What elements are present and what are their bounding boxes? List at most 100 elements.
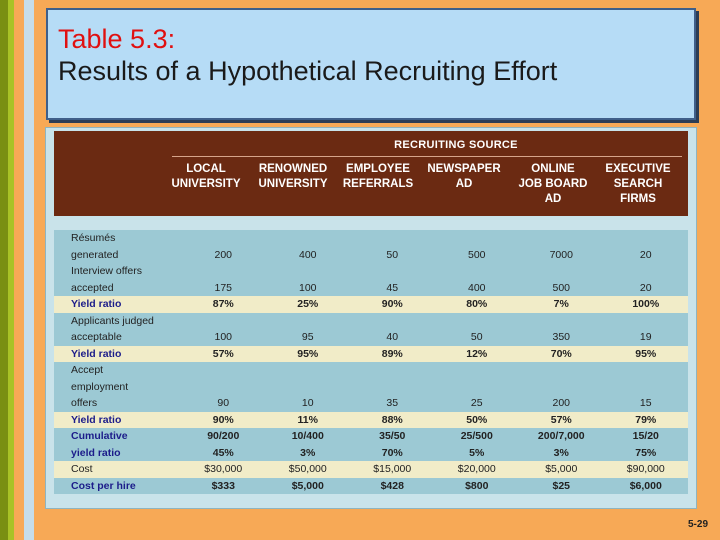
- table-cell: 95%: [265, 345, 350, 362]
- table-cell: 50: [350, 246, 435, 263]
- table-cell: 15: [603, 395, 688, 412]
- column-header: RENOWNED UNIVERSITY: [258, 163, 328, 190]
- decor-stripe-3: [14, 0, 24, 540]
- table-cell: [181, 312, 266, 329]
- title-box: Table 5.3: Results of a Hypothetical Rec…: [46, 8, 696, 120]
- table-row: Yield ratio 90% 11% 88% 50% 57% 79%: [54, 411, 688, 428]
- table-cell: 25%: [265, 296, 350, 313]
- row-label: Yield ratio: [54, 411, 181, 428]
- table-cell: [265, 230, 350, 247]
- group-header: RECRUITING SOURCE: [394, 139, 518, 151]
- table-row: Résumés: [54, 230, 688, 247]
- table-row: Interview offers: [54, 263, 688, 280]
- column-header: ONLINE JOB BOARD AD: [518, 163, 588, 205]
- page-number: 5-29: [687, 519, 708, 530]
- table-cell: [434, 378, 519, 395]
- row-label: employment: [54, 378, 181, 395]
- table-cell: 11%: [265, 411, 350, 428]
- table-cell: 350: [519, 329, 604, 346]
- table-cell: 5%: [434, 444, 519, 461]
- table-cell: 40: [350, 329, 435, 346]
- row-label: Cost: [54, 461, 181, 478]
- table-cell: 88%: [350, 411, 435, 428]
- table-cell: 175: [181, 279, 266, 296]
- table-cell: 200/7,000: [519, 428, 604, 445]
- row-label: Résumés: [54, 230, 181, 247]
- row-label: offers: [54, 395, 181, 412]
- recruiting-table: RECRUITING SOURCE LOCAL UNIVERSITY RENOW…: [54, 131, 688, 494]
- decor-stripe-4: [24, 0, 34, 540]
- table-cell: $30,000: [181, 461, 266, 478]
- table-cell: 100: [265, 279, 350, 296]
- table-cell: [350, 230, 435, 247]
- table-cell: [519, 230, 604, 247]
- column-header: EXECUTIVE SEARCH FIRMS: [605, 163, 671, 205]
- table-cell: [434, 230, 519, 247]
- table-cell: $428: [350, 477, 435, 494]
- table-cell: [181, 263, 266, 280]
- table-cell: $90,000: [603, 461, 688, 478]
- table-row: yield ratio 45% 3% 70% 5% 3% 75%: [54, 444, 688, 461]
- table-cell: 89%: [350, 345, 435, 362]
- table-cell: 87%: [181, 296, 266, 313]
- table-cell: 50: [434, 329, 519, 346]
- table-cell: [181, 362, 266, 379]
- table-cell: $6,000: [603, 477, 688, 494]
- data-table: Résumés generated 200 400 50 500 7000 20 Intervi…: [54, 230, 688, 494]
- table-cell: 20: [603, 279, 688, 296]
- table-cell: $800: [434, 477, 519, 494]
- table-cell: 35: [350, 395, 435, 412]
- table-cell: 90%: [350, 296, 435, 313]
- table-cell: 57%: [181, 345, 266, 362]
- table-cell: [265, 378, 350, 395]
- table-cell: 79%: [603, 411, 688, 428]
- table-cell: 500: [519, 279, 604, 296]
- table-cell: 80%: [434, 296, 519, 313]
- table-cell: 90%: [181, 411, 266, 428]
- table-cell: 7%: [519, 296, 604, 313]
- table-cell: [181, 378, 266, 395]
- table-cell: 500: [434, 246, 519, 263]
- row-label: yield ratio: [54, 444, 181, 461]
- table-cell: 3%: [519, 444, 604, 461]
- table-cell: $15,000: [350, 461, 435, 478]
- table-cell: 75%: [603, 444, 688, 461]
- table-cell: 57%: [519, 411, 604, 428]
- table-cell: 90: [181, 395, 266, 412]
- table-cell: [519, 263, 604, 280]
- table-cell: [434, 362, 519, 379]
- row-label: Interview offers: [54, 263, 181, 280]
- table-cell: [519, 312, 604, 329]
- row-label: generated: [54, 246, 181, 263]
- table-cell: 70%: [350, 444, 435, 461]
- table-cell: $50,000: [265, 461, 350, 478]
- table-cell: [350, 263, 435, 280]
- row-label: accepted: [54, 279, 181, 296]
- table-cell: [265, 263, 350, 280]
- table-cell: [603, 263, 688, 280]
- table-row: offers 90 10 35 25 200 15: [54, 395, 688, 412]
- table-cell: 15/20: [603, 428, 688, 445]
- table-row: Applicants judged: [54, 312, 688, 329]
- column-header: LOCAL UNIVERSITY: [171, 163, 241, 190]
- table-cell: 50%: [434, 411, 519, 428]
- table-cell: [603, 378, 688, 395]
- table-row: Yield ratio 57% 95% 89% 12% 70% 95%: [54, 345, 688, 362]
- table-cell: [603, 312, 688, 329]
- table-cell: 95%: [603, 345, 688, 362]
- table-cell: $333: [181, 477, 266, 494]
- table-cell: 19: [603, 329, 688, 346]
- table-cell: [350, 312, 435, 329]
- table-cell: $25: [519, 477, 604, 494]
- group-header-divider: [172, 156, 682, 157]
- table-cell: [434, 312, 519, 329]
- row-label: Accept: [54, 362, 181, 379]
- table-cell: 10/400: [265, 428, 350, 445]
- row-label: Cost per hire: [54, 477, 181, 494]
- row-label: acceptable: [54, 329, 181, 346]
- row-label: Applicants judged: [54, 312, 181, 329]
- table-cell: [603, 362, 688, 379]
- table-row: Cost per hire $333 $5,000 $428 $800 $25 $6,000: [54, 477, 688, 494]
- table-cell: [519, 378, 604, 395]
- table-cell: 3%: [265, 444, 350, 461]
